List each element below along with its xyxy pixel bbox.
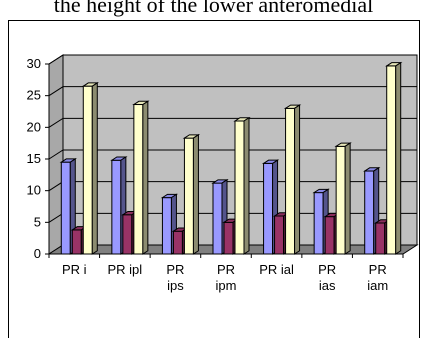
bar-side xyxy=(395,61,402,255)
x-tick-label: PR ipl xyxy=(108,262,143,277)
caption-fragment: the height of the lower anteromedial xyxy=(53,0,374,17)
bar-front xyxy=(386,65,397,255)
bar xyxy=(283,104,302,255)
y-tick-label: 20 xyxy=(27,119,41,134)
x-axis: PR i PR ipl PR ips PR ipm PR ial PR ias PR iam xyxy=(48,253,404,293)
bar-front xyxy=(133,104,144,255)
bar-front xyxy=(274,215,285,255)
gridline xyxy=(48,86,417,97)
bar-front xyxy=(111,159,122,255)
bar-front xyxy=(212,182,223,255)
bar-front xyxy=(223,221,234,255)
x-tick-label: PR i xyxy=(62,262,87,277)
bar-front xyxy=(82,85,93,255)
bar-side xyxy=(91,81,98,255)
bar xyxy=(385,61,403,255)
x-tick-label: PR ias xyxy=(318,262,336,293)
y-tick-label: 25 xyxy=(27,88,41,103)
y-tick-label: 5 xyxy=(34,214,41,229)
bar-side xyxy=(192,133,199,255)
x-tick-label: PR ial xyxy=(259,262,294,277)
y-tick-label: 15 xyxy=(27,151,41,166)
bar-front xyxy=(263,162,274,255)
bar-front xyxy=(313,192,324,255)
bar-front xyxy=(183,137,194,255)
bar-front xyxy=(375,222,386,255)
bar-side xyxy=(294,104,301,255)
bar xyxy=(233,116,251,255)
x-tick-label: PR ips xyxy=(166,262,184,293)
bar xyxy=(334,142,352,255)
bar-front xyxy=(161,197,172,255)
gridline xyxy=(48,54,417,65)
bar-front xyxy=(285,107,296,255)
y-tick-label: 30 xyxy=(27,56,41,71)
y-axis: 0 5 10 15 20 25 30 xyxy=(27,56,50,261)
bar-front xyxy=(234,120,245,255)
bar-front xyxy=(324,216,335,255)
bar-front xyxy=(335,145,346,255)
bar xyxy=(81,81,99,255)
bar-side xyxy=(344,142,351,255)
bar-front xyxy=(122,214,133,255)
bar-front xyxy=(60,161,71,255)
y-tick-label: 0 xyxy=(34,246,41,261)
bar-front xyxy=(172,230,183,255)
y-tick-label: 10 xyxy=(27,183,41,198)
bar xyxy=(132,100,150,255)
bar xyxy=(182,133,201,255)
chart-area xyxy=(8,20,420,338)
bar-front xyxy=(71,229,82,255)
x-tick-label: PR iam xyxy=(367,262,388,293)
bar-front xyxy=(364,170,375,255)
bar-side xyxy=(243,116,250,255)
x-tick-label: PR ipm xyxy=(216,262,237,293)
bar-side xyxy=(142,100,149,255)
